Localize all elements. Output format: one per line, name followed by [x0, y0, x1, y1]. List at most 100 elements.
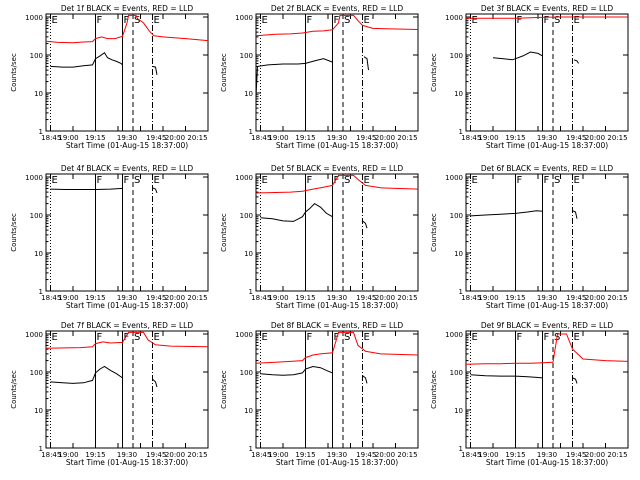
events-series-line: [492, 51, 543, 61]
lld-series-line: [256, 174, 418, 194]
x-axis-label: Start Time (01-Aug-15 18:37:00): [486, 301, 608, 310]
events-series-tail: [152, 378, 158, 388]
x-tick-label: 19:15: [505, 451, 525, 459]
x-tick-label: 19:30: [327, 134, 347, 142]
x-tick-label: 20:00: [585, 451, 605, 459]
x-axis-label: Start Time (01-Aug-15 18:37:00): [66, 458, 188, 467]
x-tick-label: 20:00: [375, 134, 395, 142]
x-tick-label: 19:15: [295, 451, 315, 459]
y-tick-label: 1000: [25, 14, 43, 22]
x-tick-label: 18:45: [41, 451, 61, 459]
x-tick-label: 19:30: [327, 451, 347, 459]
x-tick-label: 19:45: [146, 134, 166, 142]
x-tick-label: 20:15: [187, 134, 207, 142]
y-tick-label: 1000: [235, 331, 253, 339]
panel-title: Det 4f BLACK = Events, RED = LLD: [61, 164, 194, 173]
x-tick-label: 18:45: [41, 294, 61, 302]
lld-series-line: [256, 14, 418, 37]
x-tick-label: 19:15: [505, 294, 525, 302]
marker-label: E: [262, 15, 268, 26]
x-tick-label: 19:15: [85, 451, 105, 459]
lld-series-line: [46, 14, 208, 44]
marker-label: E: [472, 332, 478, 343]
events-series-line: [470, 374, 543, 379]
x-tick-label: 19:45: [356, 134, 376, 142]
y-axis-label: Counts/sec: [10, 370, 18, 409]
events-series-line: [260, 365, 333, 376]
y-tick-label: 100: [240, 212, 253, 220]
marker-label: E: [574, 175, 580, 186]
panel-title: Det 9f BLACK = Events, RED = LLD: [481, 321, 614, 330]
marker-label: E: [52, 15, 58, 26]
series-group: [470, 210, 578, 219]
y-axis-label: Counts/sec: [220, 53, 228, 92]
lld-series-line: [466, 16, 628, 19]
x-tick-label: 19:00: [268, 294, 288, 302]
x-tick-label: 19:45: [146, 294, 166, 302]
y-tick-label: 100: [30, 52, 43, 60]
y-tick-label: 10: [244, 407, 253, 415]
marker-label: S: [134, 332, 140, 343]
x-axis-label: Start Time (01-Aug-15 18:37:00): [276, 458, 398, 467]
y-tick-label: 10: [244, 90, 253, 98]
marker-label: S: [134, 175, 140, 186]
axes-frame: [465, 173, 629, 292]
y-axis-label: Counts/sec: [430, 213, 438, 252]
x-tick-label: 20:00: [165, 294, 185, 302]
events-series-line: [260, 202, 333, 222]
marker-label: F: [517, 332, 523, 343]
y-tick-label: 1000: [235, 14, 253, 22]
x-tick-label: 19:30: [117, 134, 137, 142]
y-tick-label: 1: [249, 445, 253, 453]
marker-label: F: [307, 332, 313, 343]
y-tick-label: 1: [39, 288, 43, 296]
x-tick-label: 19:00: [478, 294, 498, 302]
events-series-line: [256, 58, 333, 97]
y-axis-label: Counts/sec: [430, 53, 438, 92]
x-tick-label: 18:45: [461, 294, 481, 302]
marker-label: F: [544, 332, 550, 343]
series-group: [466, 333, 628, 384]
marker-label: E: [154, 175, 160, 186]
y-tick-label: 10: [34, 90, 43, 98]
y-tick-label: 100: [450, 212, 463, 220]
x-tick-label: 19:45: [146, 451, 166, 459]
x-tick-label: 19:30: [327, 294, 347, 302]
panel-title: Det 3f BLACK = Events, RED = LLD: [481, 4, 614, 13]
x-axis-label: Start Time (01-Aug-15 18:37:00): [276, 141, 398, 150]
y-tick-label: 1: [39, 128, 43, 136]
marker-label: S: [344, 175, 350, 186]
x-tick-label: 18:45: [461, 134, 481, 142]
x-tick-label: 20:00: [375, 294, 395, 302]
y-tick-label: 1: [249, 128, 253, 136]
x-tick-label: 19:00: [478, 134, 498, 142]
events-series-tail: [152, 65, 158, 75]
events-series-line: [50, 365, 123, 384]
marker-label: S: [344, 15, 350, 26]
x-tick-label: 19:15: [505, 134, 525, 142]
marker-label: F: [544, 15, 550, 26]
y-tick-label: 1: [459, 128, 463, 136]
marker-label: E: [52, 332, 58, 343]
x-tick-label: 19:30: [537, 134, 557, 142]
marker-label: E: [472, 15, 478, 26]
events-series-tail: [362, 220, 368, 229]
events-series-tail: [573, 59, 579, 64]
x-tick-label: 19:45: [566, 134, 586, 142]
marker-label: E: [472, 175, 478, 186]
x-tick-label: 19:00: [58, 134, 78, 142]
panel-title: Det 8f BLACK = Events, RED = LLD: [271, 321, 404, 330]
x-tick-label: 19:00: [58, 451, 78, 459]
axes-frame: [465, 13, 629, 132]
series-group: [46, 331, 208, 388]
marker-label: E: [262, 332, 268, 343]
x-tick-label: 19:15: [85, 294, 105, 302]
x-tick-label: 18:45: [461, 451, 481, 459]
y-tick-label: 10: [454, 407, 463, 415]
y-tick-label: 1000: [445, 331, 463, 339]
